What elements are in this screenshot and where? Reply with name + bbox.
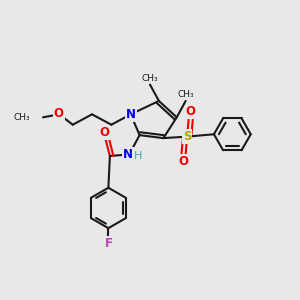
Text: H: H	[134, 151, 142, 161]
Text: N: N	[123, 148, 133, 161]
Text: O: O	[186, 106, 196, 118]
Text: CH₃: CH₃	[14, 113, 31, 122]
Text: O: O	[54, 107, 64, 120]
Text: S: S	[183, 130, 191, 143]
Text: N: N	[126, 108, 136, 121]
Text: CH₃: CH₃	[177, 90, 194, 99]
Text: F: F	[104, 236, 112, 250]
Text: O: O	[178, 155, 189, 168]
Text: O: O	[99, 126, 109, 139]
Text: CH₃: CH₃	[142, 74, 158, 82]
